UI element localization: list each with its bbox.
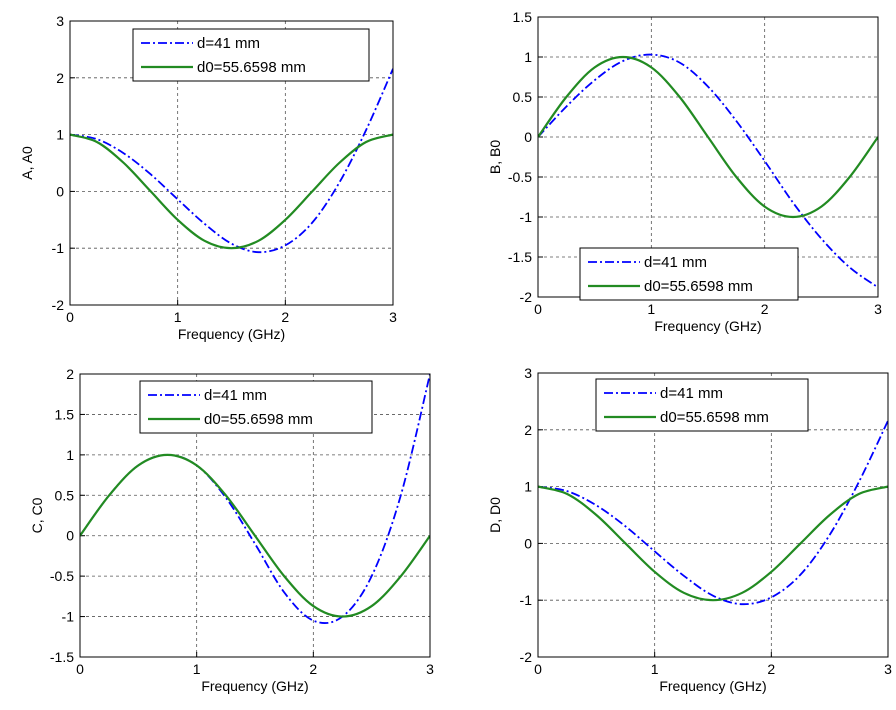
x-tick-label: 0	[534, 661, 542, 677]
y-tick-label: 3	[56, 13, 64, 29]
x-tick-label: 3	[874, 301, 882, 317]
x-tick-label: 2	[281, 309, 289, 325]
x-tick-label: 3	[389, 309, 397, 325]
x-tick-label: 2	[309, 661, 317, 677]
x-tick-label: 3	[426, 661, 434, 677]
y-tick-label: -1	[520, 209, 533, 225]
legend-label-d: d=41 mm	[644, 254, 707, 271]
series-line-d	[538, 420, 888, 606]
axes-frame	[537, 372, 889, 658]
x-tick-label: 1	[651, 661, 659, 677]
legend-box	[139, 380, 373, 434]
legend-label-d0: d0=55.6598 mm	[204, 411, 313, 428]
legend-label-d0: d0=55.6598 mm	[660, 409, 769, 426]
y-tick-label: 1	[56, 127, 64, 143]
y-axis-label: B, B0	[487, 140, 503, 174]
y-axis-label: D, D0	[487, 497, 503, 533]
series-line-d0	[538, 485, 888, 602]
y-tick-label: 0	[524, 129, 532, 145]
y-tick-label: 0	[524, 535, 532, 551]
legend: d=41 mm d0=55.6598 mm	[595, 378, 809, 432]
series-line-d	[70, 68, 393, 254]
x-tick-label: 2	[761, 301, 769, 317]
y-axis-label: C, C0	[29, 497, 45, 533]
y-tick-label: 1.5	[55, 406, 75, 422]
y-tick-label: 1	[524, 479, 532, 495]
legend-label-d0: d0=55.6598 mm	[197, 59, 306, 76]
y-tick-label: -1	[62, 609, 75, 625]
series-line-d0	[70, 133, 393, 250]
x-axis-label: Frequency (GHz)	[654, 318, 761, 334]
legend-label-d: d=41 mm	[197, 35, 260, 52]
y-tick-label: 0	[66, 528, 74, 544]
y-tick-label: -0.5	[508, 169, 532, 185]
x-axis-label: Frequency (GHz)	[178, 326, 285, 342]
y-tick-label: -1	[52, 240, 65, 256]
legend: d=41 mm d0=55.6598 mm	[139, 380, 373, 434]
y-tick-label: -2	[520, 649, 533, 665]
x-tick-label: 3	[884, 661, 892, 677]
x-tick-label: 0	[534, 301, 542, 317]
y-tick-label: 1	[524, 49, 532, 65]
axes-frame	[79, 373, 431, 658]
legend: d=41 mm d0=55.6598 mm	[579, 247, 799, 301]
x-tick-label: 1	[174, 309, 182, 325]
y-tick-label: -1	[520, 592, 533, 608]
y-tick-label: -0.5	[50, 568, 74, 584]
y-tick-label: 1.5	[513, 9, 533, 25]
y-tick-label: 0.5	[55, 487, 75, 503]
y-tick-label: -2	[52, 297, 65, 313]
legend-box	[595, 378, 809, 432]
x-tick-label: 2	[767, 661, 775, 677]
y-tick-label: 0	[56, 183, 64, 199]
y-tick-label: 2	[66, 366, 74, 382]
legend-label-d0: d0=55.6598 mm	[644, 278, 753, 295]
series-line-d	[538, 53, 878, 289]
x-tick-label: 0	[66, 309, 74, 325]
y-tick-label: -1.5	[508, 249, 532, 265]
legend-box	[579, 247, 799, 301]
y-tick-label: 2	[524, 422, 532, 438]
legend-label-d: d=41 mm	[204, 387, 267, 404]
legend: d=41 mm d0=55.6598 mm	[132, 28, 370, 82]
chart-panel-2: 0 1 2 3 -2 -1.5 -1 -0.5 0 0.5 1 1.5 Frequency (GHz) B…	[487, 9, 882, 334]
x-tick-label: 1	[193, 661, 201, 677]
legend-label-d: d=41 mm	[660, 385, 723, 402]
x-axis-label: Frequency (GHz)	[659, 678, 766, 694]
y-tick-label: 2	[56, 70, 64, 86]
y-tick-label: 0.5	[513, 89, 533, 105]
x-tick-label: 0	[76, 661, 84, 677]
series-line-d0	[538, 55, 878, 219]
series-line-d0	[80, 453, 430, 618]
axes-frame	[69, 20, 394, 306]
x-tick-label: 1	[647, 301, 655, 317]
y-tick-label: -2	[520, 289, 533, 305]
y-axis-label: A, A0	[19, 146, 35, 180]
y-tick-label: 1	[66, 447, 74, 463]
y-tick-label: -1.5	[50, 649, 74, 665]
legend-box	[132, 28, 370, 82]
y-tick-label: 3	[524, 365, 532, 381]
x-axis-label: Frequency (GHz)	[201, 678, 308, 694]
